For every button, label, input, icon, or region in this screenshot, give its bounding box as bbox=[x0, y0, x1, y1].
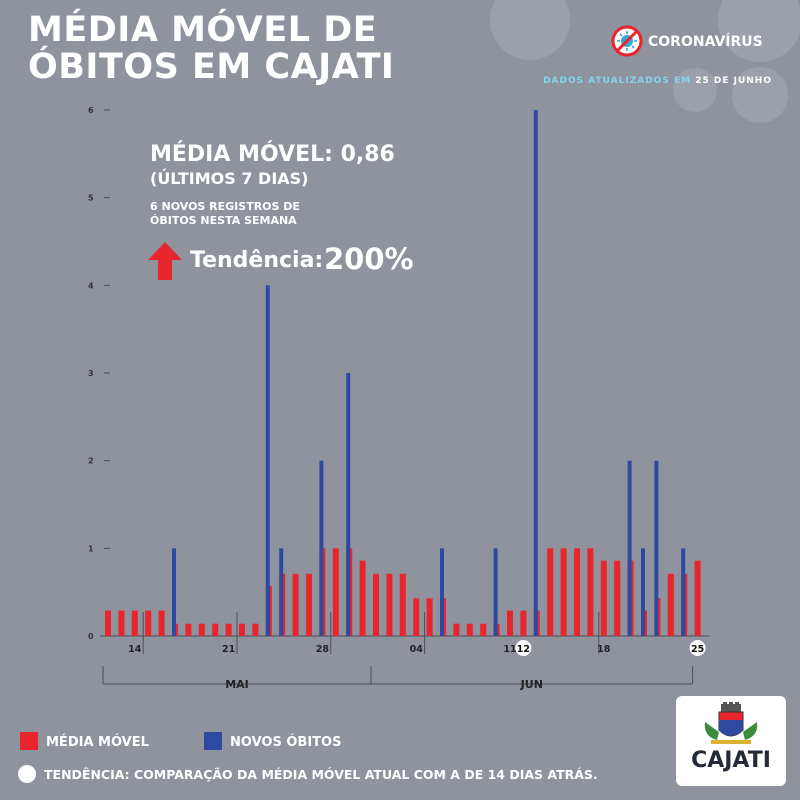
moving-average-bar bbox=[118, 610, 125, 636]
month-label: MAI bbox=[225, 678, 249, 691]
new-deaths-bar bbox=[627, 460, 632, 636]
update-date: DADOS ATUALIZADOS EM 25 DE JUNHO bbox=[543, 76, 772, 86]
moving-average-bar bbox=[252, 623, 259, 636]
brand-text: CORONAVÍRUS bbox=[648, 34, 763, 50]
moving-average-bar bbox=[198, 623, 205, 636]
moving-average-bar bbox=[239, 623, 245, 636]
y-tick-label: 4 bbox=[88, 281, 94, 290]
virus-crossed-icon bbox=[611, 25, 643, 57]
x-tick-highlight bbox=[515, 640, 532, 656]
moving-average-bar bbox=[694, 560, 701, 636]
new-deaths-bar bbox=[346, 373, 351, 636]
new-deaths-bar bbox=[681, 548, 686, 636]
title-line-1: MÉDIA MÓVEL DE bbox=[28, 10, 378, 50]
update-prefix: DADOS ATUALIZADOS EM bbox=[543, 76, 692, 86]
moving-average-bar bbox=[547, 548, 554, 636]
moving-average-value: MÉDIA MÓVEL: 0,86 bbox=[150, 142, 395, 167]
new-deaths-bar bbox=[265, 285, 270, 636]
moving-average-bar bbox=[667, 573, 674, 636]
legend-moving-average-label: MÉDIA MÓVEL bbox=[46, 735, 149, 750]
moving-average-bar bbox=[332, 548, 339, 636]
moving-average-bar bbox=[587, 548, 594, 636]
city-crest-icon bbox=[704, 702, 758, 744]
moving-average-bar bbox=[600, 560, 607, 636]
trend-value: 200% bbox=[324, 242, 414, 276]
footnote-dot-icon bbox=[18, 765, 36, 783]
virus-decoration-icon bbox=[490, 0, 570, 60]
x-tick-highlight bbox=[689, 640, 706, 656]
title-line-2: ÓBITOS EM CAJATI bbox=[28, 47, 395, 87]
logo-text: CAJATI bbox=[691, 748, 771, 773]
moving-average-bar bbox=[574, 548, 580, 636]
moving-average-bar bbox=[386, 573, 393, 636]
trend-up-arrow-icon bbox=[148, 242, 182, 280]
new-deaths-bar bbox=[172, 548, 176, 636]
y-tick-label: 1 bbox=[88, 544, 94, 553]
moving-average-bar bbox=[520, 610, 527, 636]
moving-average-bar bbox=[426, 598, 433, 636]
moving-average-bar bbox=[399, 573, 406, 636]
virus-decoration-icon bbox=[718, 0, 800, 62]
moving-average-bar bbox=[158, 610, 165, 636]
moving-average-bar bbox=[359, 560, 366, 636]
y-tick-label: 5 bbox=[88, 194, 94, 203]
new-deaths-bar bbox=[493, 548, 498, 636]
moving-average-bar bbox=[131, 610, 138, 636]
x-tick-label: 14 bbox=[128, 644, 142, 655]
page-title: MÉDIA MÓVEL DE ÓBITOS EM CAJATI bbox=[28, 12, 468, 86]
legend-new-deaths-label: NOVOS ÓBITOS bbox=[230, 735, 342, 750]
y-tick-label: 2 bbox=[88, 457, 94, 466]
new-deaths-bar bbox=[440, 548, 444, 636]
virus-decoration-icon bbox=[673, 68, 717, 112]
new-deaths-bar bbox=[641, 548, 645, 636]
y-tick-label: 3 bbox=[88, 369, 94, 378]
y-tick-label: 6 bbox=[88, 106, 94, 115]
x-tick-label: 18 bbox=[597, 644, 611, 655]
moving-average-bar bbox=[507, 610, 513, 636]
moving-average-bar bbox=[466, 623, 473, 636]
moving-average-bar bbox=[560, 548, 567, 636]
x-tick-label: 25 bbox=[691, 644, 704, 655]
moving-average-bar bbox=[105, 610, 111, 636]
moving-average-bar bbox=[373, 573, 379, 636]
x-tick-label: 21 bbox=[222, 644, 235, 655]
moving-average-bar bbox=[292, 573, 299, 636]
period-label: (ÚLTIMOS 7 DIAS) bbox=[150, 169, 309, 188]
city-logo: CAJATI bbox=[676, 696, 786, 786]
month-label: JUN bbox=[520, 678, 543, 691]
moving-average-bar bbox=[306, 573, 312, 636]
legend-swatch-red bbox=[20, 732, 38, 750]
moving-average-bar bbox=[413, 598, 420, 636]
brand: CORONAVÍRUS bbox=[610, 24, 790, 58]
new-deaths-bar bbox=[654, 460, 659, 636]
summary-panel: MÉDIA MÓVEL: 0,86 (ÚLTIMOS 7 DIAS) 6 NOV… bbox=[150, 142, 460, 228]
update-date-value: 25 DE JUNHO bbox=[695, 76, 772, 86]
moving-average-bar bbox=[453, 623, 460, 636]
moving-average-bar bbox=[614, 560, 621, 636]
x-tick-label: 28 bbox=[316, 644, 330, 655]
moving-average-bar bbox=[225, 623, 232, 636]
legend-swatch-blue bbox=[204, 732, 222, 750]
new-records-note: 6 NOVOS REGISTROS DE ÓBITOS NESTA SEMANA bbox=[150, 200, 300, 227]
new-deaths-bar bbox=[279, 548, 284, 636]
x-tick-label: 11 bbox=[503, 644, 516, 655]
moving-average-bar bbox=[480, 623, 487, 636]
moving-average-bar bbox=[145, 610, 152, 636]
y-tick-label: 0 bbox=[88, 632, 94, 641]
x-tick-label: 04 bbox=[410, 644, 424, 655]
moving-average-bar bbox=[185, 623, 192, 636]
moving-average-bar bbox=[212, 623, 219, 636]
new-deaths-bar bbox=[319, 460, 324, 636]
trend-label: Tendência: bbox=[190, 248, 324, 273]
x-tick-label: 12 bbox=[517, 644, 530, 655]
virus-decoration-icon bbox=[732, 67, 788, 123]
new-deaths-bar bbox=[533, 110, 538, 636]
footnote-text: TENDÊNCIA: COMPARAÇÃO DA MÉDIA MÓVEL ATU… bbox=[44, 767, 598, 782]
